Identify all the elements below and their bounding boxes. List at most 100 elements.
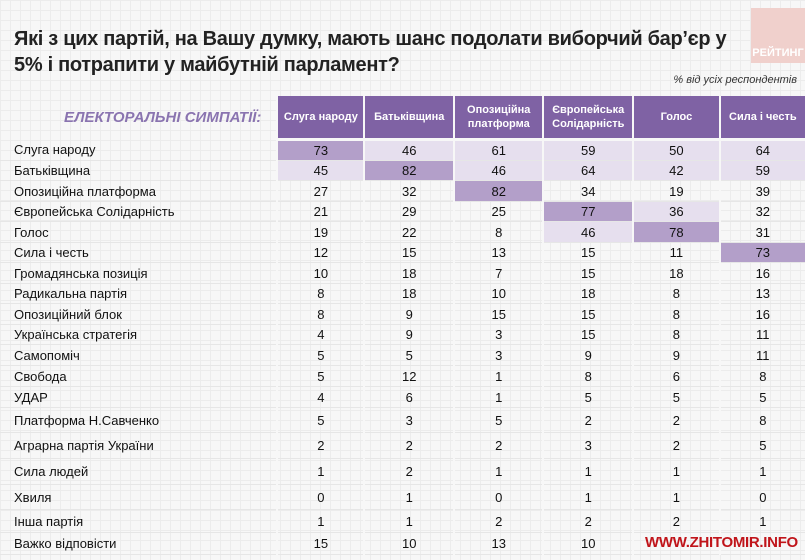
table-cell: 59 — [718, 160, 805, 181]
table-cell: 4 — [276, 386, 365, 408]
table-cell: 2 — [632, 407, 720, 433]
table-cell: 2 — [276, 432, 365, 459]
table-cell: 82 — [363, 160, 455, 181]
table-cell: 61 — [453, 139, 544, 161]
table-cell: 5 — [276, 365, 365, 387]
table-cell: 46 — [453, 160, 544, 181]
table-cell: 34 — [542, 180, 634, 202]
table-cell: 5 — [542, 386, 634, 408]
units-note: % від усіх респондентів — [673, 74, 797, 86]
table-row: Хвиля 0 1 0 1 1 0 — [0, 484, 805, 510]
table-row: Опозиційна платформа 27 32 82 34 19 39 — [0, 180, 805, 202]
table-cell: 1 — [632, 484, 720, 510]
table-row: Голос 19 22 8 46 78 31 — [0, 221, 805, 243]
table-cell: 11 — [632, 242, 720, 263]
table-cell: 18 — [363, 283, 455, 304]
row-label: Голос — [0, 221, 278, 243]
table-cell: 21 — [276, 201, 365, 222]
table-row: Платформа Н.Савченко 5 3 5 2 2 8 — [0, 407, 805, 433]
table-cell: 1 — [276, 458, 365, 485]
table-cell: 11 — [718, 344, 805, 366]
column-header: Європейська Солідарність — [542, 96, 634, 141]
table-cell: 5 — [276, 407, 365, 433]
watermark: WWW.ZHITOMIR.INFO — [645, 534, 798, 551]
row-label: Хвиля — [0, 484, 278, 510]
table-row: Сила і честь 12 15 13 15 11 73 — [0, 242, 805, 263]
table-cell: 8 — [453, 221, 544, 243]
table-row: Слуга народу 73 46 61 59 50 64 — [0, 139, 805, 161]
table-cell: 2 — [363, 432, 455, 459]
table-cell: 22 — [363, 221, 455, 243]
table-row: Інша партія 1 1 2 2 2 1 — [0, 509, 805, 533]
table-cell: 15 — [542, 324, 634, 345]
column-header: Сила і честь — [718, 96, 805, 141]
table-cell: 1 — [276, 509, 365, 533]
row-label: Опозиційна платформа — [0, 180, 278, 202]
row-label: Аграрна партія України — [0, 432, 278, 459]
table-row: Сила людей 1 2 1 1 1 1 — [0, 458, 805, 485]
table-cell: 73 — [276, 139, 365, 161]
table-cell: 5 — [718, 432, 805, 459]
table-cell — [632, 532, 720, 555]
page-title: Які з цих партій, на Вашу думку, мають ш… — [14, 28, 727, 76]
table-cell: 45 — [276, 160, 365, 181]
table-cell: 77 — [542, 201, 634, 222]
table-cell: 18 — [542, 283, 634, 304]
table-cell: 11 — [718, 324, 805, 345]
table-cell: 8 — [276, 303, 365, 325]
table-cell: 2 — [632, 432, 720, 459]
table-cell: 3 — [453, 324, 544, 345]
table-row: Українська стратегія 4 9 3 15 8 11 — [0, 324, 805, 345]
table-cell: 16 — [718, 303, 805, 325]
table-cell — [718, 532, 805, 555]
table-cell: 6 — [363, 386, 455, 408]
table-cell: 19 — [276, 221, 365, 243]
table-cell: 8 — [276, 283, 365, 304]
table-cell: 16 — [718, 262, 805, 284]
table-row: Опозиційний блок 8 9 15 15 8 16 — [0, 303, 805, 325]
results-table: Слуга народу Батьківщина Опозиційна платфо… — [0, 96, 805, 555]
table-row: Аграрна партія України 2 2 2 3 2 5 — [0, 432, 805, 459]
table-cell: 9 — [632, 344, 720, 366]
table-cell: 1 — [542, 458, 634, 485]
table-cell: 4 — [276, 324, 365, 345]
table-row: Громадянська позиція 10 18 7 15 18 16 — [0, 262, 805, 284]
table-cell: 0 — [453, 484, 544, 510]
table-row: Самопоміч 5 5 3 9 9 11 — [0, 344, 805, 366]
table-cell: 8 — [718, 407, 805, 433]
row-label: Громадянська позиція — [0, 262, 278, 284]
column-header: Голос — [632, 96, 720, 141]
table-cell: 9 — [542, 344, 634, 366]
table-cell: 64 — [542, 160, 634, 181]
table-cell: 73 — [718, 242, 805, 263]
table-cell: 46 — [363, 139, 455, 161]
table-cell: 1 — [718, 509, 805, 533]
table-cell: 8 — [632, 324, 720, 345]
table-cell: 50 — [632, 139, 720, 161]
table-cell: 32 — [718, 201, 805, 222]
table-cell: 0 — [718, 484, 805, 510]
table-cell: 5 — [632, 386, 720, 408]
table-cell: 15 — [542, 262, 634, 284]
row-label: Свобода — [0, 365, 278, 387]
table-cell: 39 — [718, 180, 805, 202]
table-cell: 64 — [718, 139, 805, 161]
row-label: Українська стратегія — [0, 324, 278, 345]
row-label: Важко відповісти — [0, 532, 278, 555]
table-cell: 6 — [632, 365, 720, 387]
table-cell: 8 — [632, 283, 720, 304]
table-cell: 1 — [453, 386, 544, 408]
table-cell: 3 — [542, 432, 634, 459]
table-cell: 27 — [276, 180, 365, 202]
table-cell: 18 — [363, 262, 455, 284]
table-cell: 10 — [276, 262, 365, 284]
table-cell: 10 — [453, 283, 544, 304]
column-header: Опозиційна платформа — [453, 96, 544, 141]
row-label: Опозиційний блок — [0, 303, 278, 325]
table-cell: 25 — [453, 201, 544, 222]
row-label: Самопоміч — [0, 344, 278, 366]
table-cell: 8 — [542, 365, 634, 387]
row-label: Слуга народу — [0, 139, 278, 161]
table-cell: 2 — [542, 407, 634, 433]
table-cell: 10 — [542, 532, 634, 555]
